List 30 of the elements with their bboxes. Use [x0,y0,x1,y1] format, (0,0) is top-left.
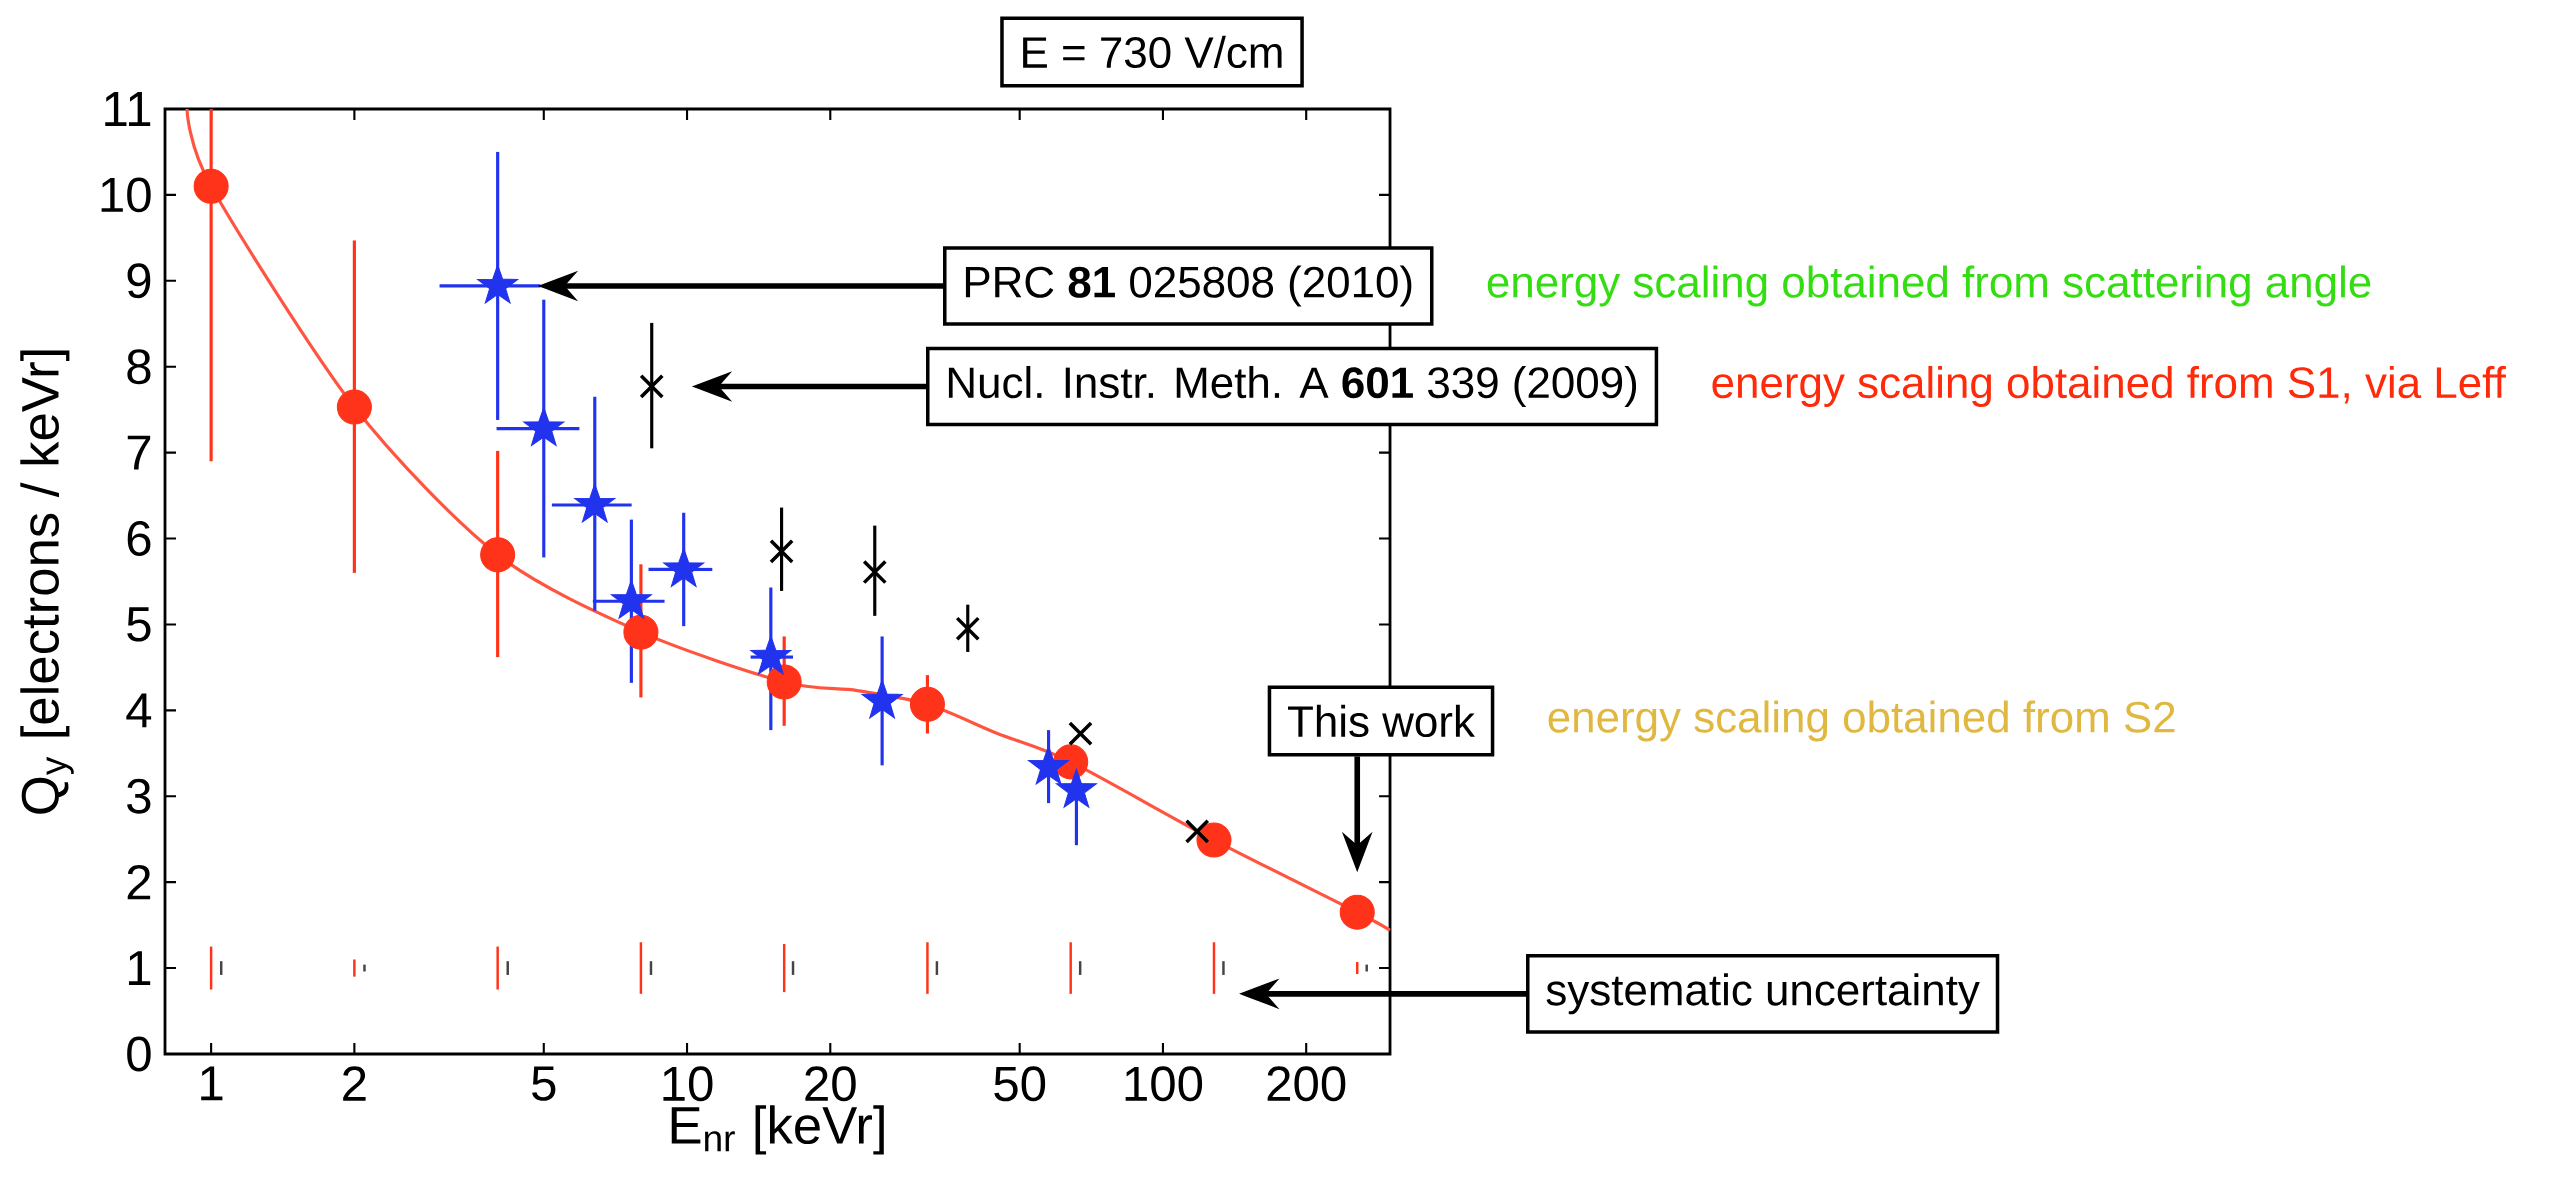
text: energy scaling obtained from S2 [1548,700,2175,742]
x-tick-label: 200 [1267,1066,1346,1102]
y-tick-label: 2 [127,864,151,900]
y-tick-label: 9 [127,263,151,299]
y-tick-label: 8 [127,349,151,385]
annotation: Nucl. Instr. Meth. A 601 339 (2009) [948,365,1637,407]
x-tick-label: 5 [532,1066,556,1101]
text: systematic uncertainty [1546,973,1980,1015]
x-tick-label: 20 [805,1066,856,1102]
x-axis-title: E$_{nr}$ [keVr] [671,1105,884,1155]
x-tick-label: 2 [343,1066,366,1101]
text: energy scaling obtained from S1, via Leff [1712,365,2506,407]
x-tick-label: 1 [201,1066,223,1101]
y-tick-label: 5 [127,607,151,642]
y-tick-label: 1 [128,951,151,986]
text: E = 730 V/cm [1023,35,1282,69]
y-tick-label: 0 [127,1036,151,1072]
y-axis-title: Q$_{y}$ [electrons / keVr] [20,350,74,814]
annotation: This work [1288,704,1476,738]
y-tick-label: 11 [105,92,151,126]
y-tick-label: 7 [127,435,151,470]
x-tick-label: 100 [1125,1066,1203,1102]
x-tick-label: 50 [994,1066,1046,1102]
x-tick-label: 10 [663,1066,713,1102]
y-tick-label: 10 [101,177,151,213]
y-tick-label: 6 [127,521,151,556]
text: energy scaling obtained from scattering angle [1487,265,2371,307]
annotation: PRC 81 025808 (2010) [965,265,1412,307]
y-tick-label: 3 [127,778,151,814]
y-tick-label: 4 [126,693,152,728]
